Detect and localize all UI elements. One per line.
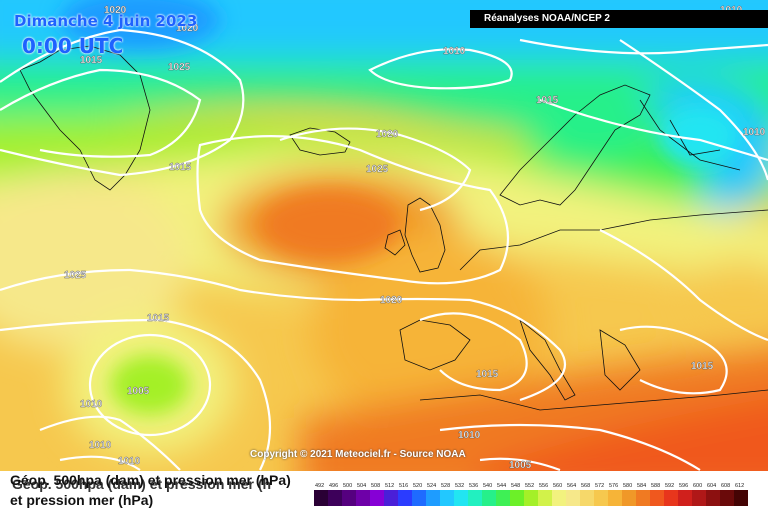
colorbar-tick-label: 496	[329, 483, 338, 489]
colorbar-swatch	[538, 490, 552, 506]
isobar-label: 1015	[80, 55, 103, 66]
colorbar-swatch	[440, 490, 454, 506]
colorbar-tick-label: 516	[399, 483, 408, 489]
geopotential-colorbar: 492 496 500 504 508 512 516 520 524 528 532 536 540 5…	[314, 483, 748, 506]
colorbar-tick-label: 612	[735, 483, 744, 489]
colorbar-tick-label: 532	[455, 483, 464, 489]
isobar-label: 1015	[169, 162, 192, 173]
isobar-label: 1020	[176, 23, 199, 34]
colorbar-tick-label: 572	[595, 483, 604, 489]
colorbar-tick-label: 600	[693, 483, 702, 489]
colorbar-swatch	[370, 490, 384, 506]
legend-caption-line1: Géop. 500hpa (dam) et pression mer (hPa)	[10, 472, 291, 488]
colorbar-swatch	[552, 490, 566, 506]
isobar-label: 1025	[366, 164, 389, 175]
colorbar-swatch	[524, 490, 538, 506]
colorbar-swatch	[496, 490, 510, 506]
isobar-label: 1025	[64, 270, 87, 281]
isobar-label: 1005	[127, 386, 150, 397]
colorbar-swatch	[734, 490, 748, 506]
colorbar-swatch	[678, 490, 692, 506]
colorbar-swatch	[468, 490, 482, 506]
colorbar-tick-label: 508	[371, 483, 380, 489]
copyright-notice: Copyright © 2021 Meteociel.fr - Source N…	[250, 449, 466, 460]
colorbar-tick-label: 564	[567, 483, 576, 489]
colorbar-tick-label: 512	[385, 483, 394, 489]
colorbar-tick-label: 500	[343, 483, 352, 489]
colorbar-tick-label: 536	[469, 483, 478, 489]
colorbar-tick-label: 560	[553, 483, 562, 489]
colorbar-tick-label: 608	[721, 483, 730, 489]
colorbar-swatch	[608, 490, 622, 506]
coastlines	[19, 45, 768, 411]
isobar-label: 1025	[168, 62, 191, 73]
colorbar-swatch	[510, 490, 524, 506]
colorbar-tick-label: 540	[483, 483, 492, 489]
colorbar-swatch	[454, 490, 468, 506]
isobar-label: 1010	[443, 46, 466, 57]
colorbar-swatch	[426, 490, 440, 506]
isobar-label: 1010	[80, 399, 103, 410]
isobar-label: 1020	[380, 295, 403, 306]
colorbar-tick-label: 584	[637, 483, 646, 489]
colorbar-swatch	[594, 490, 608, 506]
isobar-label: 1015	[691, 361, 714, 372]
isobar-label: 1020	[376, 129, 399, 140]
colorbar-tick-label: 520	[413, 483, 422, 489]
colorbar-tick-label: 604	[707, 483, 716, 489]
colorbar-tick-label: 528	[441, 483, 450, 489]
colorbar-swatch	[328, 490, 342, 506]
isobar-label: 1015	[147, 313, 170, 324]
colorbar-tick-label: 548	[511, 483, 520, 489]
colorbar-swatch	[650, 490, 664, 506]
isobar-label: 1010	[118, 456, 141, 467]
colorbar-tick-label: 544	[497, 483, 506, 489]
isobar-label: 1010	[458, 430, 481, 441]
isobar-label: 1005	[509, 460, 532, 471]
colorbar-swatch	[636, 490, 650, 506]
colorbar-swatch	[356, 490, 370, 506]
colorbar-swatch	[384, 490, 398, 506]
isobar-label: 1020	[104, 5, 127, 16]
colorbar-tick-label: 556	[539, 483, 548, 489]
colorbar-swatch	[398, 490, 412, 506]
colorbar-swatch	[664, 490, 678, 506]
colorbar-swatch	[692, 490, 706, 506]
map-time-title: 0:00 UTC	[22, 34, 124, 58]
isobar-label: 1015	[536, 95, 559, 106]
colorbar-swatch	[412, 490, 426, 506]
map-date-title: Dimanche 4 juin 2023	[14, 12, 198, 30]
colorbar-tick-label: 592	[665, 483, 674, 489]
colorbar-swatch	[580, 490, 594, 506]
colorbar-swatch	[314, 490, 328, 506]
colorbar-tick-label: 504	[357, 483, 366, 489]
isobar-label: 1015	[476, 369, 499, 380]
colorbar-swatch	[342, 490, 356, 506]
colorbar-swatch	[720, 490, 734, 506]
isobar-label: 1010	[89, 440, 112, 451]
colorbar-tick-label: 568	[581, 483, 590, 489]
colorbar-tick-label: 580	[623, 483, 632, 489]
colorbar-tick-label: 588	[651, 483, 660, 489]
colorbar-tick-label: 524	[427, 483, 436, 489]
colorbar-swatch	[566, 490, 580, 506]
geopotential-pressure-map: 1020 1020 1015 1025 1010 1010 1015 1010 1020 1025…	[0, 0, 768, 471]
colorbar-swatch	[482, 490, 496, 506]
legend-caption-line2: et pression mer (hPa)	[10, 492, 154, 508]
colorbar-tick-label: 552	[525, 483, 534, 489]
isobar-label: 1010	[743, 127, 766, 138]
colorbar-swatch	[706, 490, 720, 506]
isobar-contours	[0, 28, 768, 471]
colorbar-tick-label: 492	[315, 483, 324, 489]
legend-caption-overlap: Géop. 500hpa (dam) et pression mer (h	[12, 476, 272, 492]
colorbar-tick-label: 596	[679, 483, 688, 489]
colorbar-swatch	[622, 490, 636, 506]
reanalysis-source-banner: Réanalyses NOAA/NCEP 2	[470, 10, 768, 28]
colorbar-tick-label: 576	[609, 483, 618, 489]
isobar-labels: 1020 1020 1015 1025 1010 1010 1015 1010 1020 1025…	[64, 5, 766, 471]
